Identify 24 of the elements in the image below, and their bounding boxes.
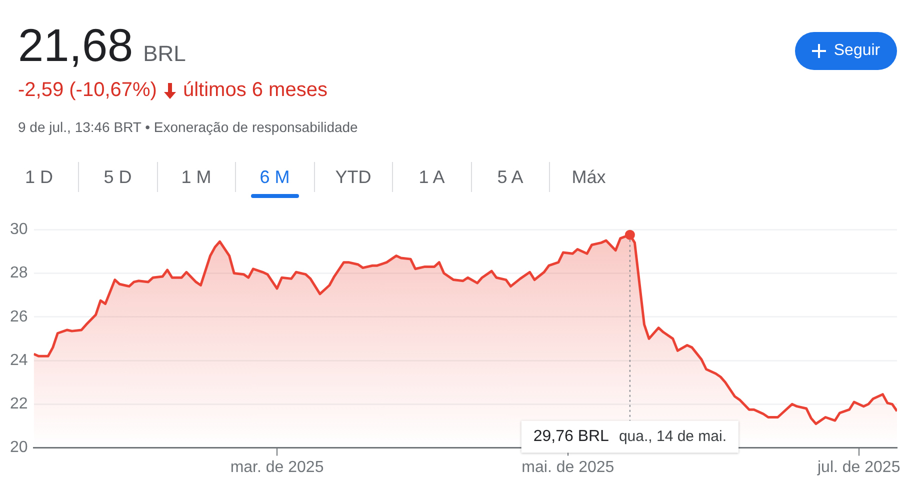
chart-title: 21,68 BRL	[18, 18, 186, 72]
text: 5 D	[104, 166, 132, 188]
text: YTD	[335, 166, 372, 188]
y-tick-label: 22	[10, 396, 28, 413]
y-tick-label: 24	[10, 352, 28, 369]
y-tick-label: 30	[10, 221, 28, 238]
text: 1 M	[181, 166, 212, 188]
text: 9 de jul., 13:46 BRT • Exoneração de responsabilidade	[18, 119, 358, 135]
text: -2,59 (-10,67%)	[18, 79, 157, 102]
text: últimos 6 meses	[182, 79, 328, 102]
x-tick-label: jul. de 2025	[816, 458, 900, 476]
y-tick-label: 20	[10, 439, 28, 456]
annotation: qua., 14 de mai.	[618, 428, 727, 445]
y-tick-label: 28	[10, 264, 28, 282]
annotation: 29,76 BRL	[533, 428, 610, 446]
text: Seguir	[834, 42, 880, 60]
x-tick-label: mar. de 2025	[230, 458, 324, 476]
y-tick-label: 26	[10, 308, 28, 326]
text: 1 D	[24, 166, 53, 188]
text: 5 A	[497, 166, 524, 188]
text: Máx	[572, 166, 606, 188]
text: 1 A	[418, 166, 445, 188]
x-tick-label: mai. de 2025	[522, 458, 614, 476]
text: 6 M	[260, 166, 290, 188]
